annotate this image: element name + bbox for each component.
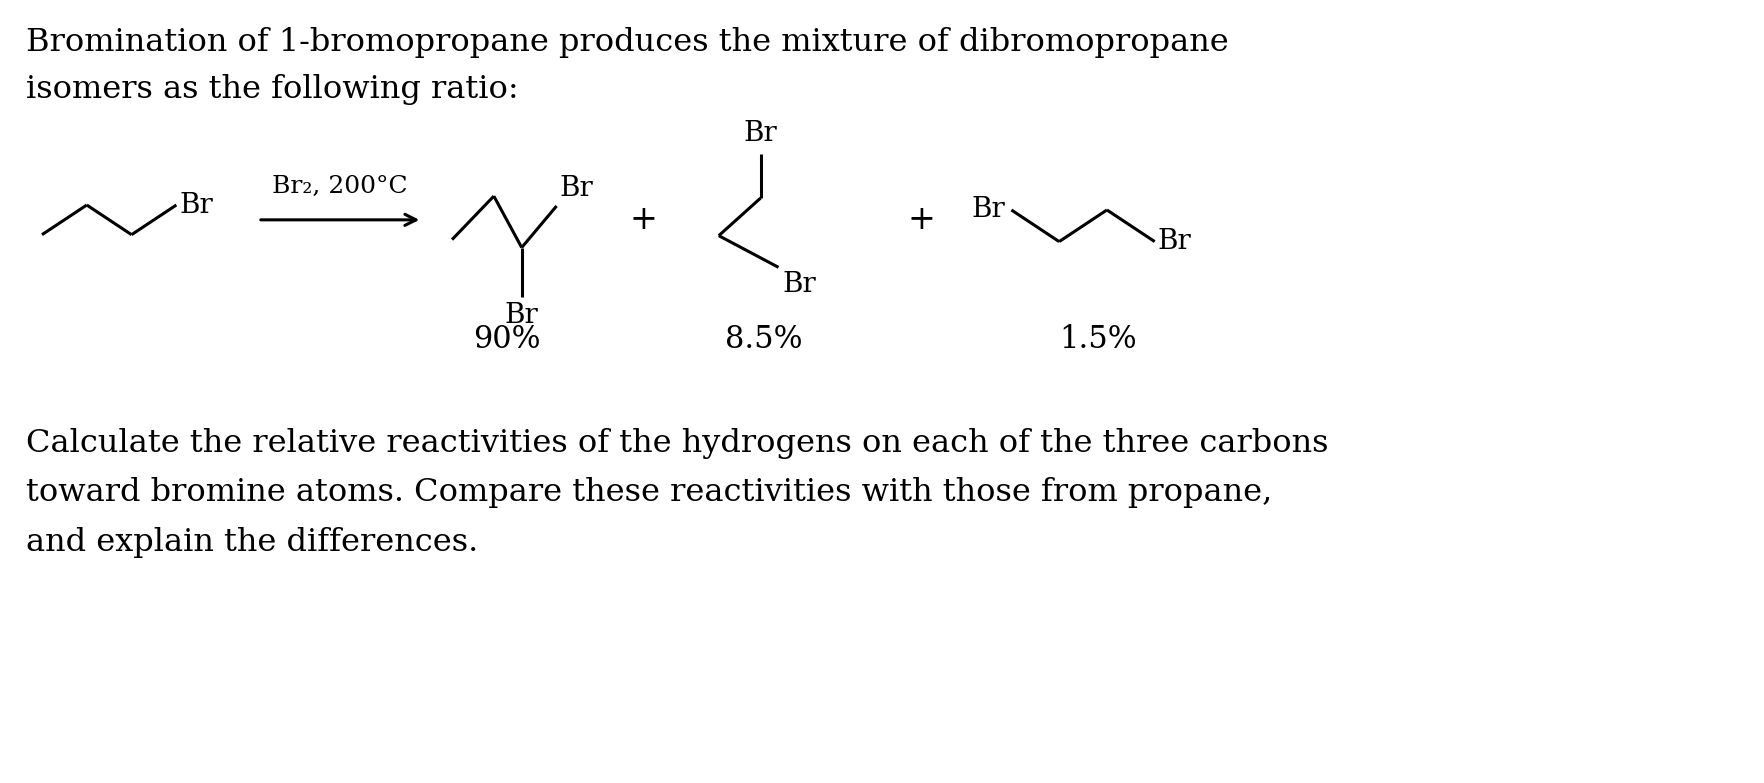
Text: +: + [628, 204, 656, 236]
Text: 90%: 90% [473, 323, 540, 355]
Text: toward bromine atoms. Compare these reactivities with those from propane,: toward bromine atoms. Compare these reac… [26, 477, 1272, 508]
Text: Br: Br [1157, 228, 1191, 255]
Text: Br: Br [559, 175, 593, 202]
Text: Br: Br [781, 271, 815, 298]
Text: Bromination of 1-bromopropane produces the mixture of dibromopropane: Bromination of 1-bromopropane produces t… [26, 27, 1228, 58]
Text: Br: Br [180, 192, 213, 218]
Text: Calculate the relative reactivities of the hydrogens on each of the three carbon: Calculate the relative reactivities of t… [26, 428, 1328, 459]
Text: isomers as the following ratio:: isomers as the following ratio: [26, 74, 519, 106]
Text: and explain the differences.: and explain the differences. [26, 526, 478, 557]
Text: +: + [907, 204, 935, 236]
Text: Br: Br [970, 197, 1005, 223]
Text: 1.5%: 1.5% [1058, 323, 1136, 355]
Text: Br: Br [743, 120, 776, 146]
Text: Br: Br [505, 302, 538, 329]
Text: Br₂, 200°C: Br₂, 200°C [272, 175, 407, 198]
Text: 8.5%: 8.5% [725, 323, 803, 355]
